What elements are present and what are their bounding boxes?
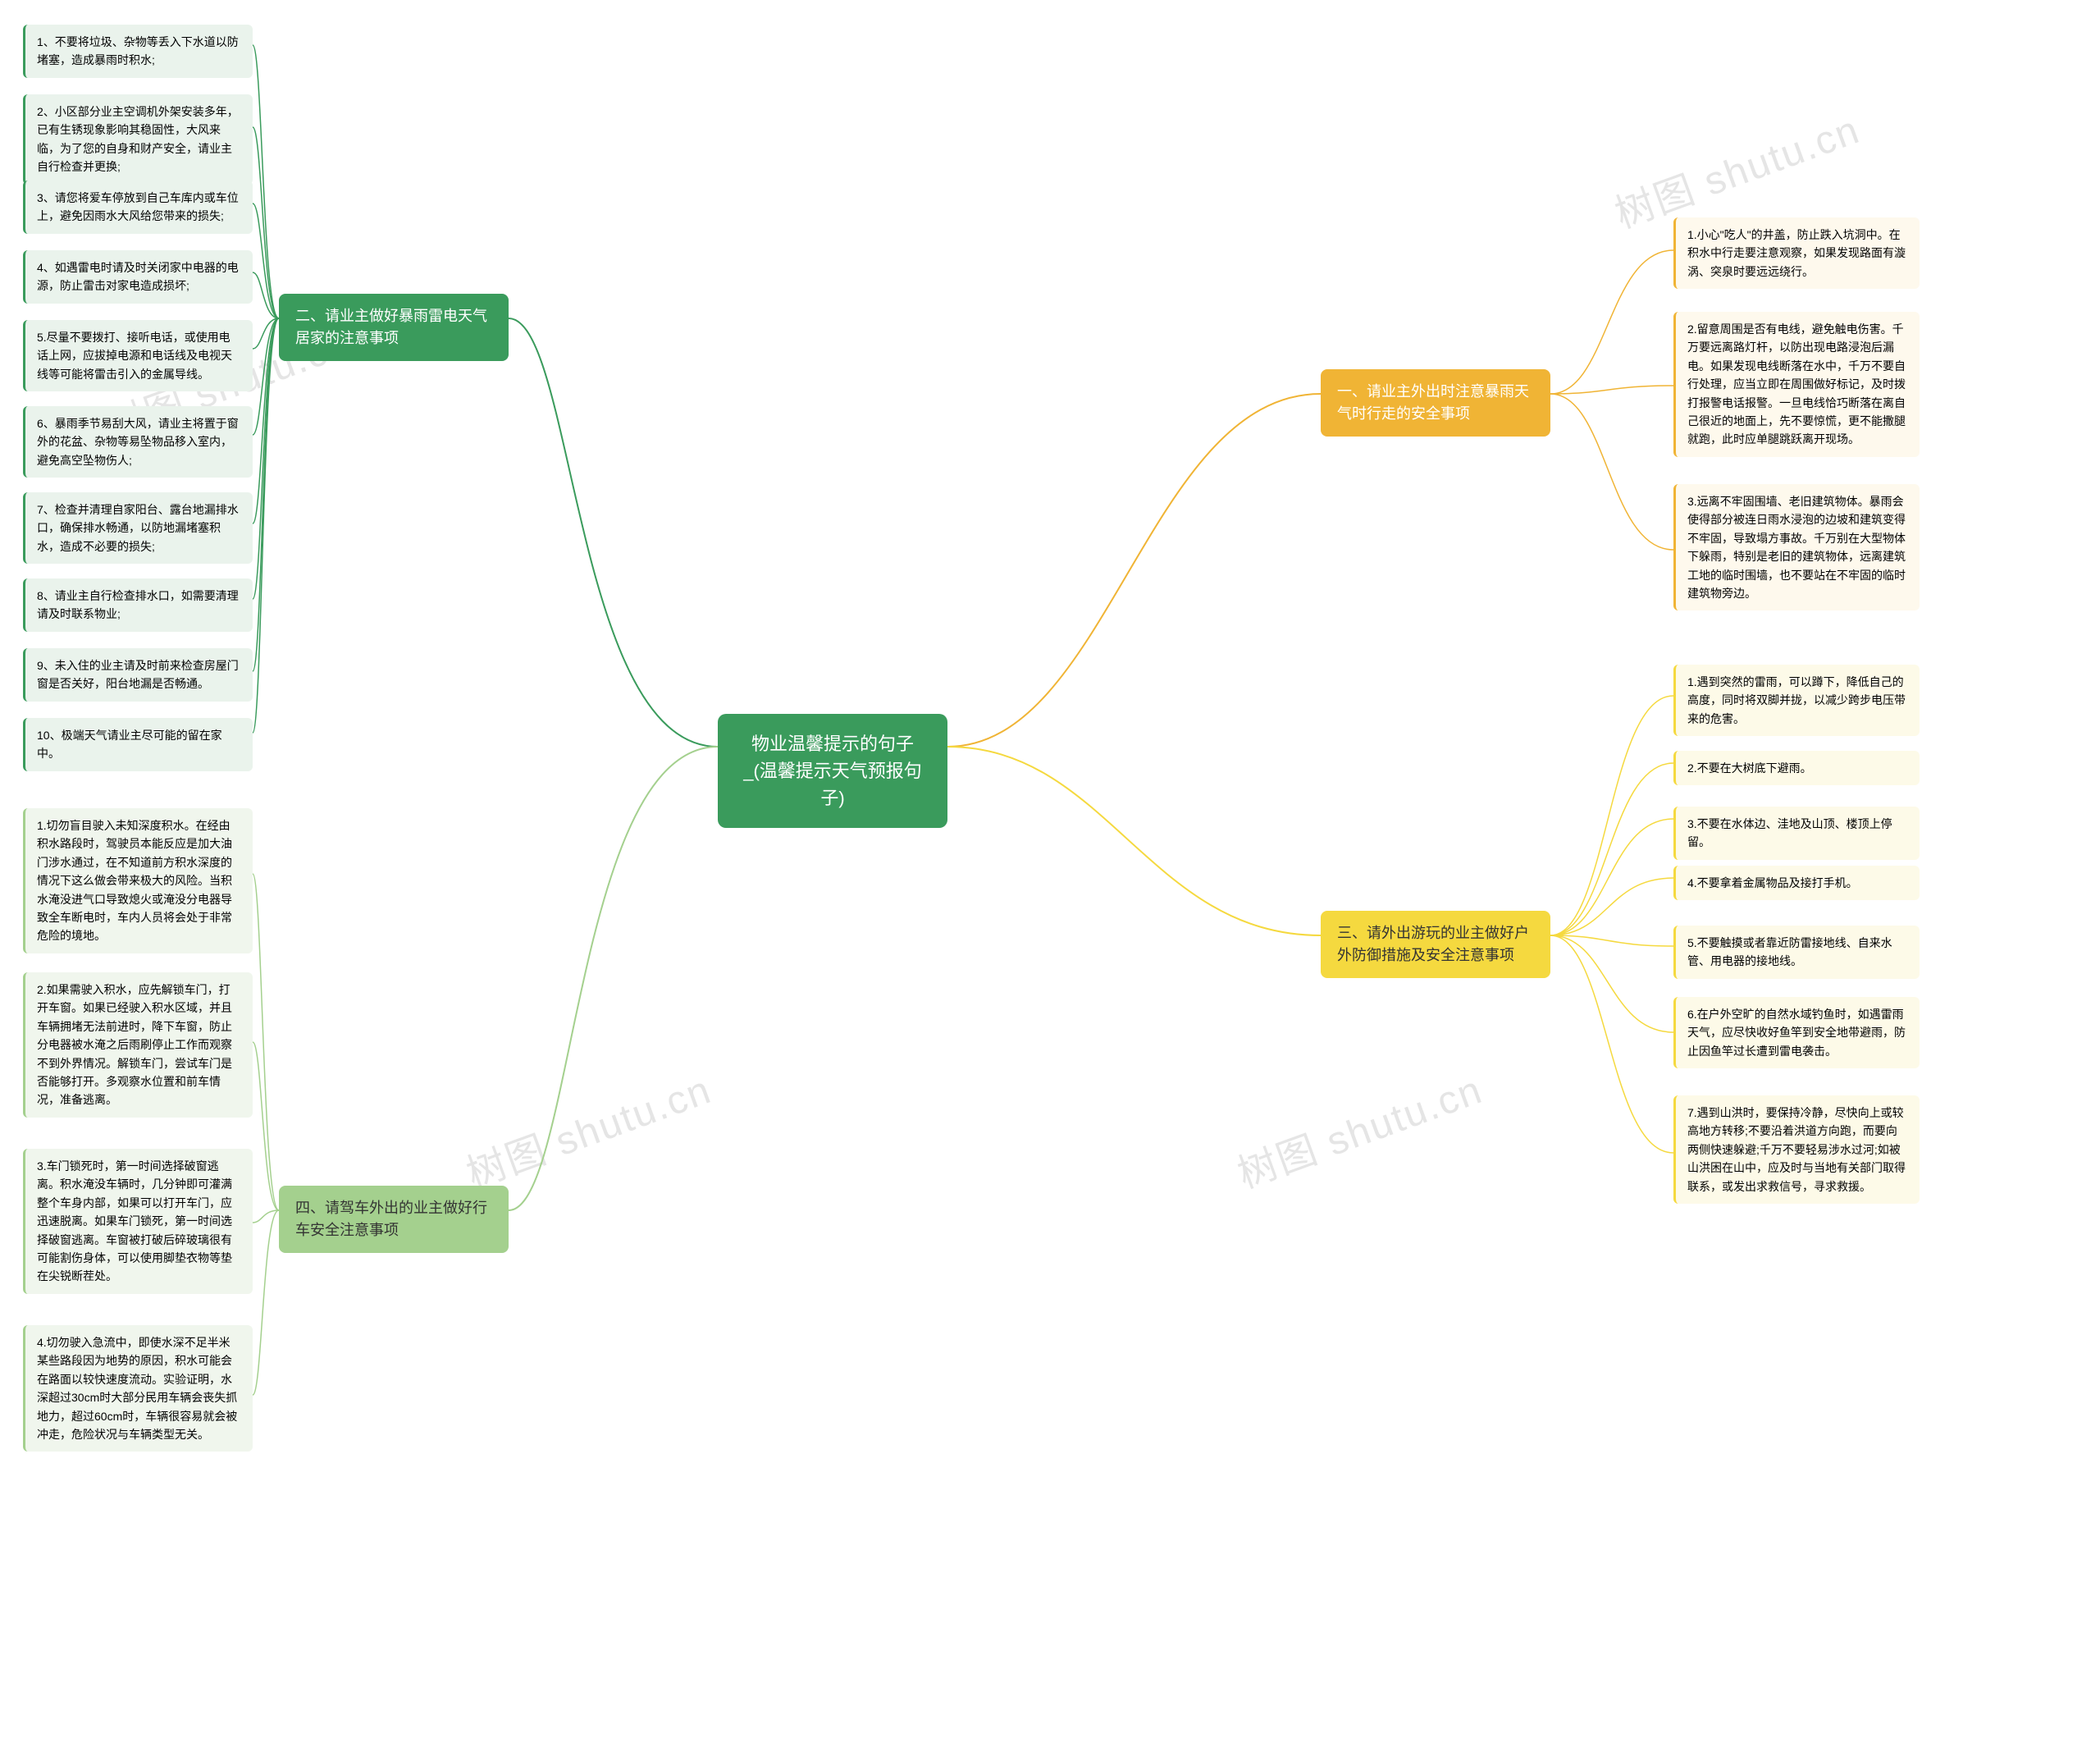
branch-4: 四、请驾车外出的业主做好行车安全注意事项 — [279, 1186, 509, 1253]
branch-3-leaf: 4.不要拿着金属物品及接打手机。 — [1673, 866, 1920, 900]
branch-2-leaf: 1、不要将垃圾、杂物等丢入下水道以防堵塞，造成暴雨时积水; — [23, 25, 253, 78]
branch-3-leaf: 7.遇到山洪时，要保持冷静，尽快向上或较高地方转移;不要沿着洪道方向跑，而要向两… — [1673, 1095, 1920, 1204]
branch-1-leaf: 3.远离不牢固围墙、老旧建筑物体。暴雨会使得部分被连日雨水浸泡的边坡和建筑变得不… — [1673, 484, 1920, 610]
branch-2-leaf: 8、请业主自行检查排水口，如需要清理请及时联系物业; — [23, 578, 253, 632]
branch-2-leaf: 2、小区部分业主空调机外架安装多年，已有生锈现象影响其稳固性，大风来临，为了您的… — [23, 94, 253, 185]
branch-2-leaf: 10、极端天气请业主尽可能的留在家中。 — [23, 718, 253, 771]
branch-3-leaf: 3.不要在水体边、洼地及山顶、楼顶上停留。 — [1673, 807, 1920, 860]
center-topic: 物业温馨提示的句子_(温馨提示天气预报句子) — [718, 714, 947, 828]
branch-3: 三、请外出游玩的业主做好户外防御措施及安全注意事项 — [1321, 911, 1550, 978]
branch-2-leaf: 6、暴雨季节易刮大风，请业主将置于窗外的花盆、杂物等易坠物品移入室内，避免高空坠… — [23, 406, 253, 478]
watermark: 树图 shutu.cn — [457, 1058, 718, 1200]
branch-4-leaf: 2.如果需驶入积水，应先解锁车门，打开车窗。如果已经驶入积水区域，并且车辆拥堵无… — [23, 972, 253, 1118]
branch-4-leaf: 4.切勿驶入急流中，即使水深不足半米某些路段因为地势的原因，积水可能会在路面以较… — [23, 1325, 253, 1452]
branch-2-leaf: 3、请您将爱车停放到自己车库内或车位上，避免因雨水大风给您带来的损失; — [23, 181, 253, 234]
branch-2-leaf: 4、如遇雷电时请及时关闭家中电器的电源，防止雷击对家电造成损坏; — [23, 250, 253, 304]
branch-3-leaf: 6.在户外空旷的自然水域钓鱼时，如遇雷雨天气，应尽快收好鱼竿到安全地带避雨，防止… — [1673, 997, 1920, 1068]
branch-2-leaf: 7、检查并清理自家阳台、露台地漏排水口，确保排水畅通，以防地漏堵塞积水，造成不必… — [23, 492, 253, 564]
branch-3-leaf: 2.不要在大树底下避雨。 — [1673, 751, 1920, 785]
branch-1-leaf: 1.小心"吃人"的井盖，防止跌入坑洞中。在积水中行走要注意观察，如果发现路面有漩… — [1673, 217, 1920, 289]
branch-3-leaf: 1.遇到突然的雷雨，可以蹲下，降低自己的高度，同时将双脚并拢，以减少跨步电压带来… — [1673, 665, 1920, 736]
branch-2-leaf: 5.尽量不要拨打、接听电话，或使用电话上网，应拔掉电源和电话线及电视天线等可能将… — [23, 320, 253, 391]
branch-3-leaf: 5.不要触摸或者靠近防雷接地线、自来水管、用电器的接地线。 — [1673, 926, 1920, 979]
branch-1: 一、请业主外出时注意暴雨天气时行走的安全事项 — [1321, 369, 1550, 437]
branch-2-leaf: 9、未入住的业主请及时前来检查房屋门窗是否关好，阳台地漏是否畅通。 — [23, 648, 253, 702]
branch-4-leaf: 3.车门锁死时，第一时间选择破窗逃离。积水淹没车辆时，几分钟即可灌满整个车身内部… — [23, 1149, 253, 1294]
branch-2: 二、请业主做好暴雨雷电天气居家的注意事项 — [279, 294, 509, 361]
branch-4-leaf: 1.切勿盲目驶入未知深度积水。在经由积水路段时，驾驶员本能反应是加大油门涉水通过… — [23, 808, 253, 953]
branch-1-leaf: 2.留意周围是否有电线，避免触电伤害。千万要远离路灯杆，以防出现电路浸泡后漏电。… — [1673, 312, 1920, 457]
watermark: 树图 shutu.cn — [1228, 1058, 1489, 1200]
